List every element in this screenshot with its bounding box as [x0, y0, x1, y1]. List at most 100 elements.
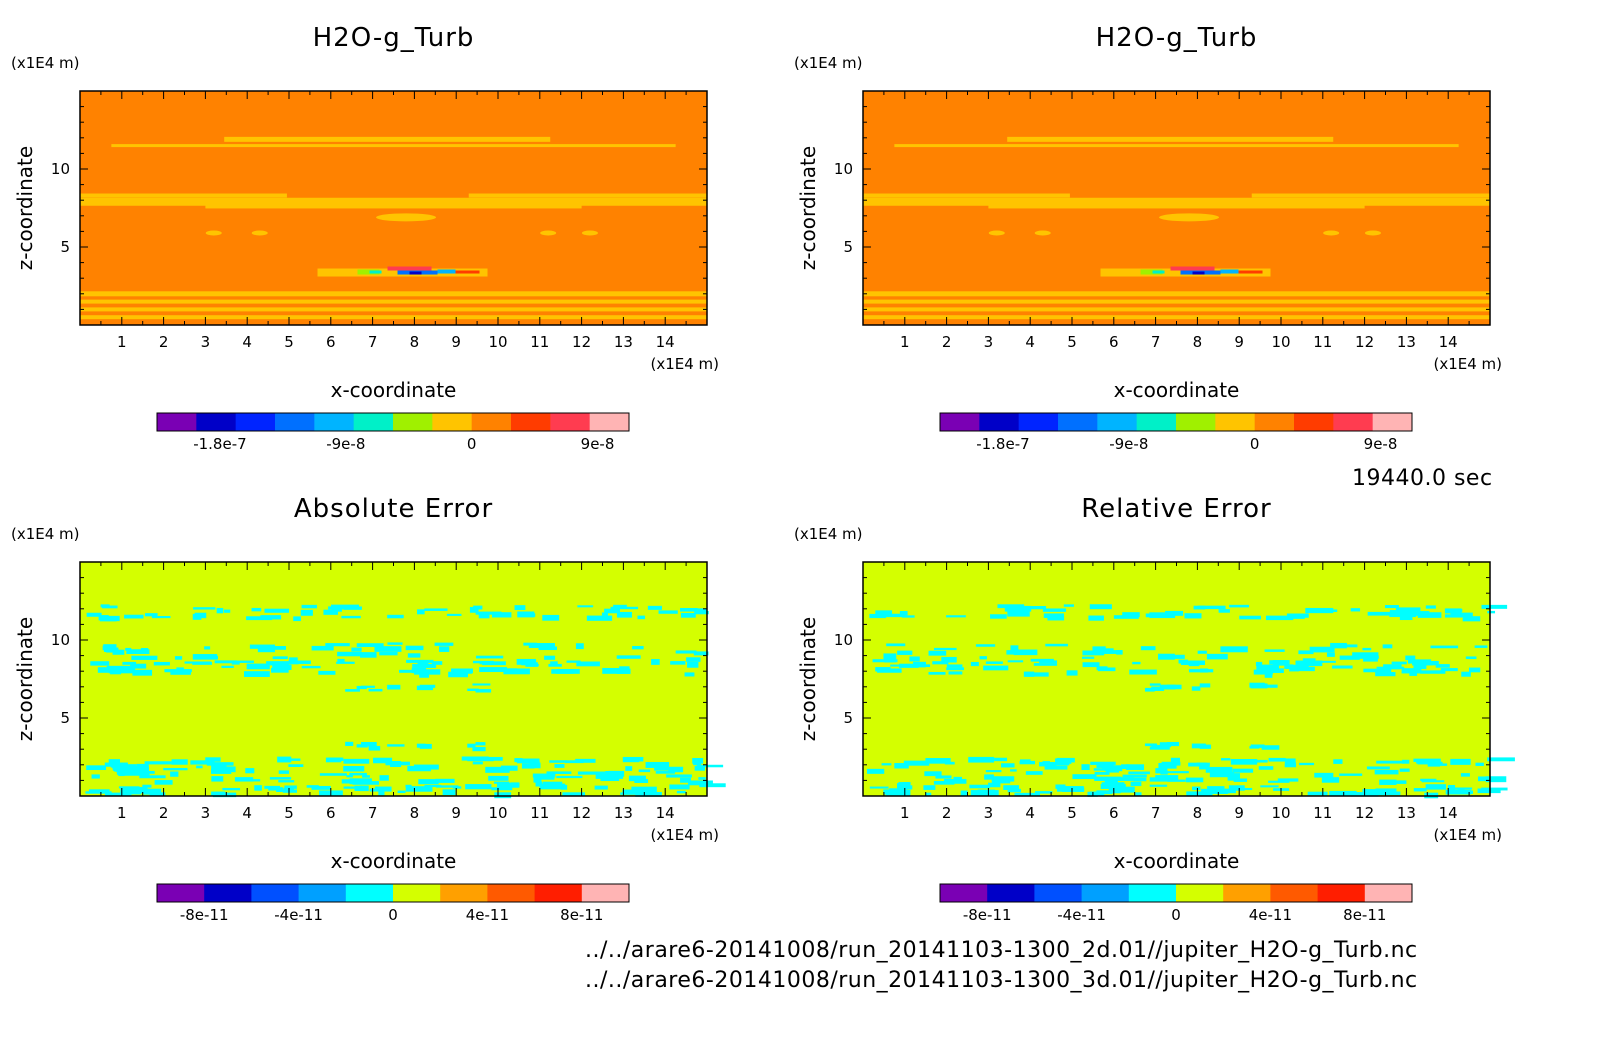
error-blob	[122, 661, 137, 665]
field-patch	[1159, 213, 1220, 222]
error-blob	[1209, 772, 1235, 778]
error-blob	[675, 650, 697, 654]
error-blob	[293, 616, 301, 622]
x-tick-label: 3	[201, 333, 211, 351]
error-blob	[680, 607, 698, 612]
field-band	[80, 193, 287, 198]
x-tick-label: 1	[117, 333, 127, 351]
error-blob	[301, 604, 317, 609]
error-blob	[282, 789, 297, 793]
error-blob	[928, 650, 947, 656]
error-blob	[1220, 758, 1231, 761]
error-blob	[264, 646, 286, 650]
error-blob	[544, 655, 556, 660]
error-blob	[514, 605, 526, 611]
error-blob	[1007, 788, 1021, 793]
error-blob	[616, 611, 632, 618]
error-blob	[666, 774, 692, 778]
error-blob	[1379, 779, 1397, 785]
colorbar-swatch	[589, 413, 630, 431]
error-blob	[886, 643, 906, 647]
x-tick-label: 3	[984, 804, 994, 822]
colorbar-tick-label: 8e-11	[560, 906, 603, 924]
colorbar-swatch	[251, 884, 300, 902]
error-blob	[697, 608, 707, 613]
error-blob	[354, 785, 363, 792]
error-blob	[416, 685, 434, 691]
error-blob	[1298, 650, 1314, 655]
colorbar: -8e-11 -4e-11 0 4e-11 8e-11	[156, 883, 630, 924]
error-blob	[1435, 664, 1450, 668]
error-blob	[960, 790, 968, 796]
colorbar-frame	[939, 412, 1413, 432]
error-blob	[361, 685, 375, 688]
colorbar-swatch	[940, 413, 980, 431]
error-blob	[301, 665, 321, 669]
error-blob	[193, 607, 216, 610]
field-background	[863, 562, 1490, 796]
error-blob	[1128, 771, 1150, 775]
error-blob	[988, 782, 1001, 788]
error-blob	[1420, 670, 1446, 674]
x-unit-label: (x1E4 m)	[1433, 826, 1502, 844]
error-blob	[600, 778, 620, 782]
error-blob	[1007, 660, 1024, 663]
error-blob	[1140, 646, 1156, 651]
error-blob	[1149, 612, 1176, 619]
error-blob	[1043, 613, 1065, 618]
error-blob	[1096, 790, 1113, 795]
error-blob	[374, 646, 402, 652]
error-blob	[397, 790, 406, 794]
error-blob	[1133, 777, 1147, 782]
error-blob	[211, 768, 232, 774]
extreme-patch	[1152, 270, 1165, 274]
error-blob	[1096, 763, 1114, 768]
error-blob	[562, 792, 586, 796]
x-tick-label: 13	[1397, 804, 1416, 822]
x-tick-label: 10	[1271, 804, 1290, 822]
chart-panel-1: H2O-g_Turb(x1E4 m)1 2 3 4 5 6 7 8 9 10 11 12 13 14510…	[11, 23, 719, 453]
error-blob	[1082, 662, 1100, 668]
colorbar-swatch	[581, 884, 630, 902]
error-blob	[379, 652, 398, 656]
error-blob	[86, 765, 107, 771]
error-blob	[108, 667, 136, 674]
error-blob	[1350, 608, 1361, 612]
colorbar-swatch	[1333, 413, 1374, 431]
error-blob	[435, 778, 455, 783]
field-band	[80, 291, 707, 297]
error-blob	[1413, 788, 1427, 792]
error-blob	[869, 786, 889, 789]
error-blob	[246, 663, 270, 670]
error-blob	[419, 743, 432, 749]
error-blob	[1261, 684, 1278, 688]
error-blob	[171, 759, 188, 765]
colorbar-swatch	[353, 413, 394, 431]
field-band	[111, 144, 676, 148]
error-blob	[620, 792, 638, 795]
error-blob	[1174, 654, 1185, 659]
error-blob	[1100, 783, 1126, 789]
error-blob	[123, 771, 150, 776]
error-blob	[946, 615, 966, 618]
field-band	[80, 315, 707, 320]
error-blob	[163, 767, 188, 771]
colorbar-frame	[939, 883, 1413, 903]
error-blob	[1027, 672, 1049, 677]
colorbar: -1.8e-7 -9e-8 0 9e-8	[156, 412, 630, 453]
error-blob	[1362, 789, 1387, 793]
error-blob	[613, 604, 627, 608]
colorbar-tick-label: -1.8e-7	[193, 435, 246, 453]
error-blob	[1255, 661, 1263, 666]
error-blob	[196, 765, 203, 769]
error-blob	[1265, 615, 1294, 621]
error-blob	[1339, 773, 1363, 776]
x-axis-label: x-coordinate	[331, 849, 457, 873]
error-blob	[539, 784, 567, 790]
colorbar-tick-label: 8e-11	[1343, 906, 1386, 924]
error-blob	[884, 658, 896, 663]
extreme-patch	[357, 269, 380, 275]
error-blob	[126, 649, 150, 655]
error-blob	[899, 611, 908, 616]
error-blob	[1232, 768, 1254, 773]
